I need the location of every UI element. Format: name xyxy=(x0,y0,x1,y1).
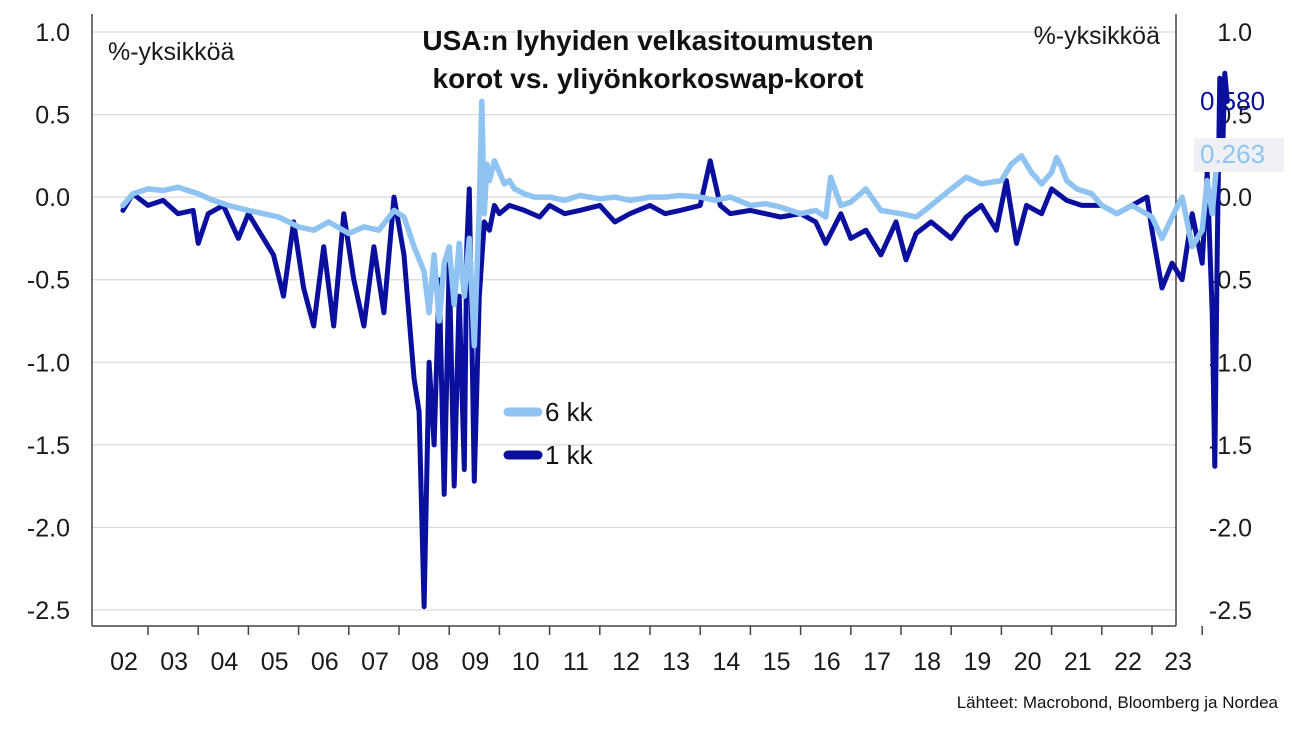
x-tick-label: 14 xyxy=(712,648,740,676)
chart-title-line-2: korot vs. yliyönkorkoswap-korot xyxy=(433,63,864,94)
x-tick-label: 18 xyxy=(913,648,941,676)
end-value-label-6kk-bg xyxy=(1194,138,1284,172)
y-tick-label-left: 0.0 xyxy=(35,184,70,212)
x-tick-label: 15 xyxy=(763,648,791,676)
y-tick-label-left: -1.5 xyxy=(27,432,70,460)
y-tick-label-right: 1.0 xyxy=(1217,19,1252,47)
x-tick-label: 08 xyxy=(411,648,439,676)
x-tick-label: 21 xyxy=(1064,648,1092,676)
legend: 6 kk 1 kk xyxy=(503,397,594,470)
end-value-label-1kk: 0.580 xyxy=(1200,86,1265,116)
y-tick-label-left: 1.0 xyxy=(35,19,70,47)
x-tick-label: 13 xyxy=(662,648,690,676)
end-value-labels: 0.580 0.263 xyxy=(1194,86,1284,172)
legend-label-6kk: 6 kk xyxy=(545,397,594,427)
y-tick-label-left: -0.5 xyxy=(27,267,70,295)
y-axis-right-unit: %-yksikköä xyxy=(1034,22,1161,50)
y-tick-label-right: -2.0 xyxy=(1209,514,1252,542)
source-note: Lähteet: Macrobond, Bloomberg ja Nordea xyxy=(957,693,1279,712)
x-tick-label: 09 xyxy=(461,648,489,676)
series-layer xyxy=(120,70,1231,610)
y-tick-label-right: -2.5 xyxy=(1209,597,1252,625)
x-tick-label: 07 xyxy=(361,648,389,676)
y-axis-left-unit: %-yksikköä xyxy=(108,38,235,66)
x-tick-label: 02 xyxy=(110,648,138,676)
end-value-label-6kk: 0.263 xyxy=(1200,139,1265,169)
x-tick-label: 10 xyxy=(512,648,540,676)
y-tick-label-left: -1.0 xyxy=(27,349,70,377)
y-axis-right-ticks: 1.00.50.0-0.5-1.0-1.5-2.0-2.5 xyxy=(1209,19,1252,625)
x-tick-label: 20 xyxy=(1014,648,1042,676)
y-tick-label-left: 0.5 xyxy=(35,102,70,130)
axes xyxy=(91,14,1177,627)
y-tick-label-left: -2.0 xyxy=(27,514,70,542)
x-tick-label: 22 xyxy=(1114,648,1142,676)
x-axis-ticks: 02 03 04 05 06 07 08 09 10 11 12 13 14 15 16 17 18 19 20 21… xyxy=(110,626,1203,676)
legend-label-1kk: 1 kk xyxy=(545,440,594,470)
chart-title-line-1: USA:n lyhyiden velkasitoumusten xyxy=(422,25,873,56)
x-tick-label: 12 xyxy=(612,648,640,676)
x-tick-label: 11 xyxy=(563,648,589,676)
y-tick-label-left: -2.5 xyxy=(27,597,70,625)
x-tick-label: 16 xyxy=(813,648,841,676)
x-tick-label: 04 xyxy=(210,648,238,676)
series-line-6kk xyxy=(120,98,1231,349)
x-tick-label: 06 xyxy=(311,648,339,676)
x-tick-label: 05 xyxy=(261,648,289,676)
grid-lines xyxy=(92,31,1176,611)
x-tick-label: 23 xyxy=(1164,648,1192,676)
x-tick-label: 03 xyxy=(160,648,188,676)
y-axis-left-ticks: 1.0 0.5 0.0 -0.5 -1.0 -1.5 -2.0 -2.5 xyxy=(27,19,70,625)
y-tick-label-right: 0.0 xyxy=(1217,184,1252,212)
x-tick-label: 17 xyxy=(863,648,891,676)
series-line-1kk xyxy=(120,70,1230,610)
x-tick-label: 19 xyxy=(963,648,991,676)
